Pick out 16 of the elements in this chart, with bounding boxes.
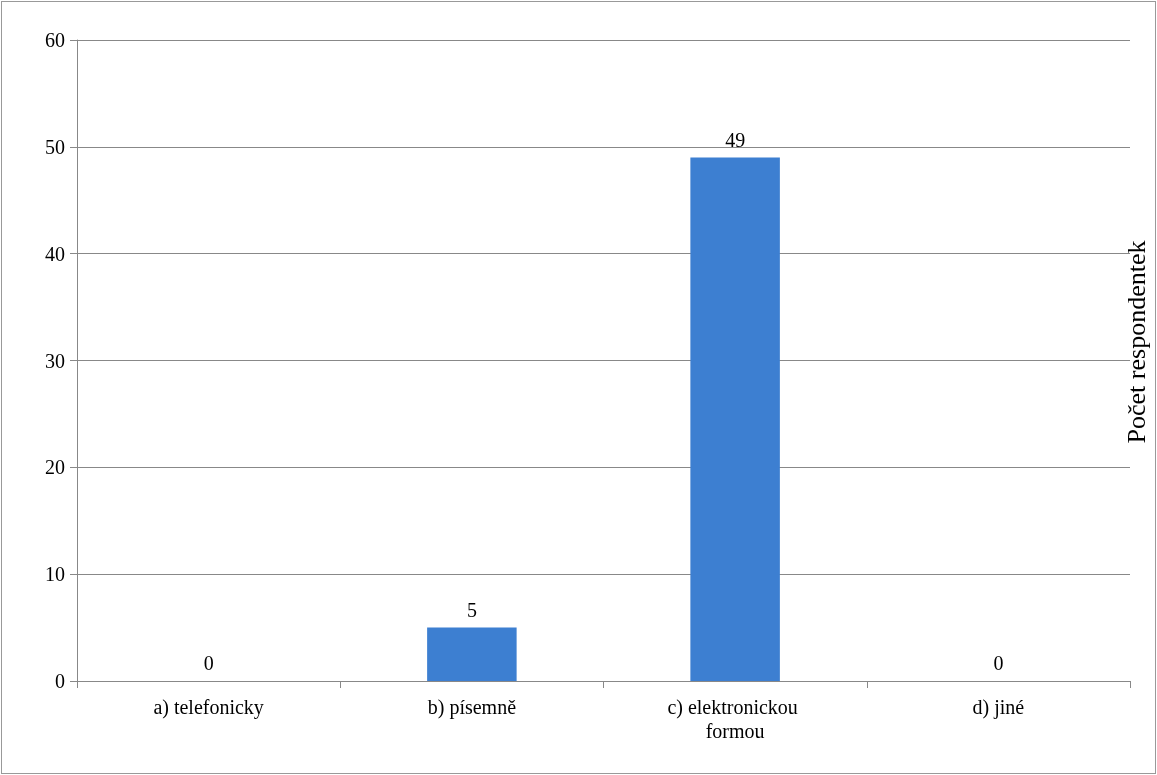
y-tick-label: 50 [45, 135, 65, 158]
y-tick-label: 30 [45, 349, 65, 372]
y-tick-label: 40 [45, 242, 65, 265]
y-tick-label: 20 [45, 456, 65, 479]
y-tick-label: 10 [45, 563, 65, 586]
data-label: 0 [993, 652, 1004, 674]
y-tick-label: 60 [45, 29, 65, 51]
data-label: 49 [725, 128, 746, 151]
x-tick-label: a) telefonicky [153, 696, 264, 719]
x-tick-label: b) písemně [427, 696, 517, 719]
x-tick-label: d) jiné [972, 696, 1025, 719]
data-label: 5 [466, 598, 477, 621]
y-tick-label: 0 [55, 670, 65, 692]
data-label: 0 [203, 652, 214, 674]
y-axis-title: Počet respondentek [1121, 240, 1151, 444]
x-tick-label: c) elektronickou formou [667, 696, 803, 742]
